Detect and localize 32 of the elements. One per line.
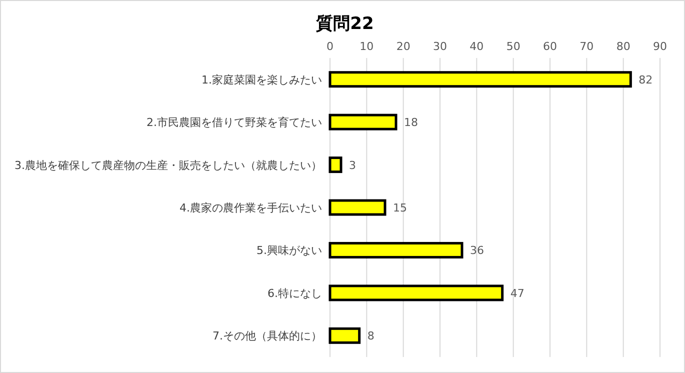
data-label: 18 bbox=[404, 116, 418, 130]
bar bbox=[328, 156, 342, 174]
bar bbox=[328, 327, 361, 344]
x-tick-label: 20 bbox=[396, 40, 410, 53]
bar bbox=[328, 199, 386, 216]
y-tick-label: 4.農家の農作業を手伝いたい bbox=[180, 202, 322, 214]
x-tick-label: 30 bbox=[433, 40, 447, 53]
bar bbox=[328, 71, 632, 88]
y-tick-label: 7.その他（具体的に） bbox=[212, 330, 322, 343]
y-tick-label: 2.市民農園を借りて野菜を育てたい bbox=[146, 116, 322, 130]
bar bbox=[328, 284, 504, 302]
data-label: 15 bbox=[393, 202, 407, 214]
data-label: 3 bbox=[349, 158, 356, 172]
x-tick-label: 70 bbox=[580, 40, 594, 53]
bar bbox=[328, 114, 398, 130]
bar bbox=[328, 242, 464, 258]
data-label: 47 bbox=[510, 286, 524, 300]
y-tick-label: 5.興味がない bbox=[256, 244, 322, 258]
y-tick-label: 6.特になし bbox=[268, 286, 322, 300]
x-tick-label: 0 bbox=[326, 40, 334, 53]
y-tick-label: 3.農地を確保して農産物の生産・販売をしたい（就農したい） bbox=[14, 158, 322, 172]
chart-title: 質問22 bbox=[315, 14, 374, 34]
x-tick-label: 60 bbox=[543, 40, 557, 53]
data-label: 36 bbox=[470, 244, 484, 258]
x-tick-label: 10 bbox=[360, 40, 374, 53]
x-tick-label: 80 bbox=[616, 40, 630, 53]
x-tick-label: 40 bbox=[470, 40, 484, 53]
data-label: 8 bbox=[367, 330, 374, 343]
data-label: 82 bbox=[638, 73, 653, 86]
y-tick-label: 1.家庭菜園を楽しみたい bbox=[202, 73, 322, 86]
x-tick-label: 50 bbox=[506, 40, 520, 53]
x-tick-label: 90 bbox=[653, 40, 667, 53]
